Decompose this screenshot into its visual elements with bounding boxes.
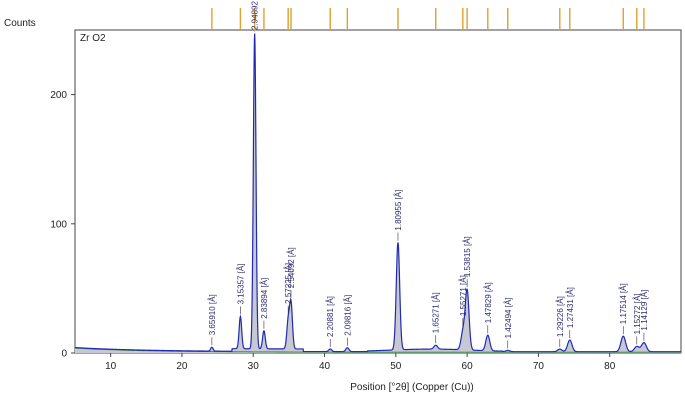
y-tick-label-0: 0 <box>61 349 67 360</box>
phase-label: Zr O2 <box>80 33 106 44</box>
x-tick-label-1: 20 <box>176 361 188 372</box>
peak-label-5: 2.54092 [Å] <box>287 247 296 288</box>
x-tick-label-3: 40 <box>319 361 331 372</box>
peak-label-3: 2.83894 [Å] <box>260 278 269 319</box>
y-tick-label-1: 100 <box>50 219 67 230</box>
x-tick-label-7: 80 <box>604 361 616 372</box>
peak-label-6: 2.20881 [Å] <box>326 296 335 337</box>
peak-label-13: 1.42494 [Å] <box>504 297 513 338</box>
peak-label-8: 1.80955 [Å] <box>394 190 403 231</box>
peak-label-17: 1.15272 [Å] <box>633 294 642 335</box>
pattern-line <box>74 33 681 353</box>
peak-label-15: 1.27431 [Å] <box>566 287 575 328</box>
x-tick-label-0: 10 <box>105 361 117 372</box>
diffraction-pattern <box>74 33 681 353</box>
peak-label-9: 1.65271 [Å] <box>432 292 441 333</box>
peak-label-1: 3.15357 [Å] <box>236 263 245 304</box>
peak-label-4: 2.57225 [Å] <box>284 263 293 304</box>
reference-markers <box>211 8 645 29</box>
peak-label-16: 1.17514 [Å] <box>619 283 628 324</box>
peak-label-14: 1.29226 [Å] <box>556 296 565 337</box>
plot-frame <box>74 29 682 354</box>
x-axis: 10 20 30 40 50 60 70 80 <box>105 353 616 372</box>
peak-label-10: 1.55271 [Å] <box>459 275 468 316</box>
peak-label-7: 2.09816 [Å] <box>343 295 352 336</box>
x-tick-label-6: 70 <box>533 361 545 372</box>
pattern-fill <box>75 33 681 353</box>
peak-label-2: 2.94892 [Å] <box>251 0 260 30</box>
x-axis-label: Position [°2θ] (Copper (Cu)) <box>350 382 474 393</box>
peak-label-11: 1.53815 [Å] <box>463 236 472 277</box>
y-tick-label-2: 200 <box>50 90 67 101</box>
y-axis-label: Counts <box>4 18 36 29</box>
x-tick-label-2: 30 <box>248 361 260 372</box>
x-tick-label-5: 60 <box>462 361 474 372</box>
peak-label-0: 3.65910 [Å] <box>208 294 217 335</box>
y-axis: 0 100 200 <box>50 90 75 360</box>
x-tick-label-4: 50 <box>390 361 402 372</box>
peak-label-18: 1.14129 [Å] <box>640 290 649 331</box>
peak-labels: 3.65910 [Å] 3.15357 [Å] 2.94892 [Å] 2.83894… <box>208 0 649 349</box>
peak-label-12: 1.47829 [Å] <box>484 282 493 323</box>
